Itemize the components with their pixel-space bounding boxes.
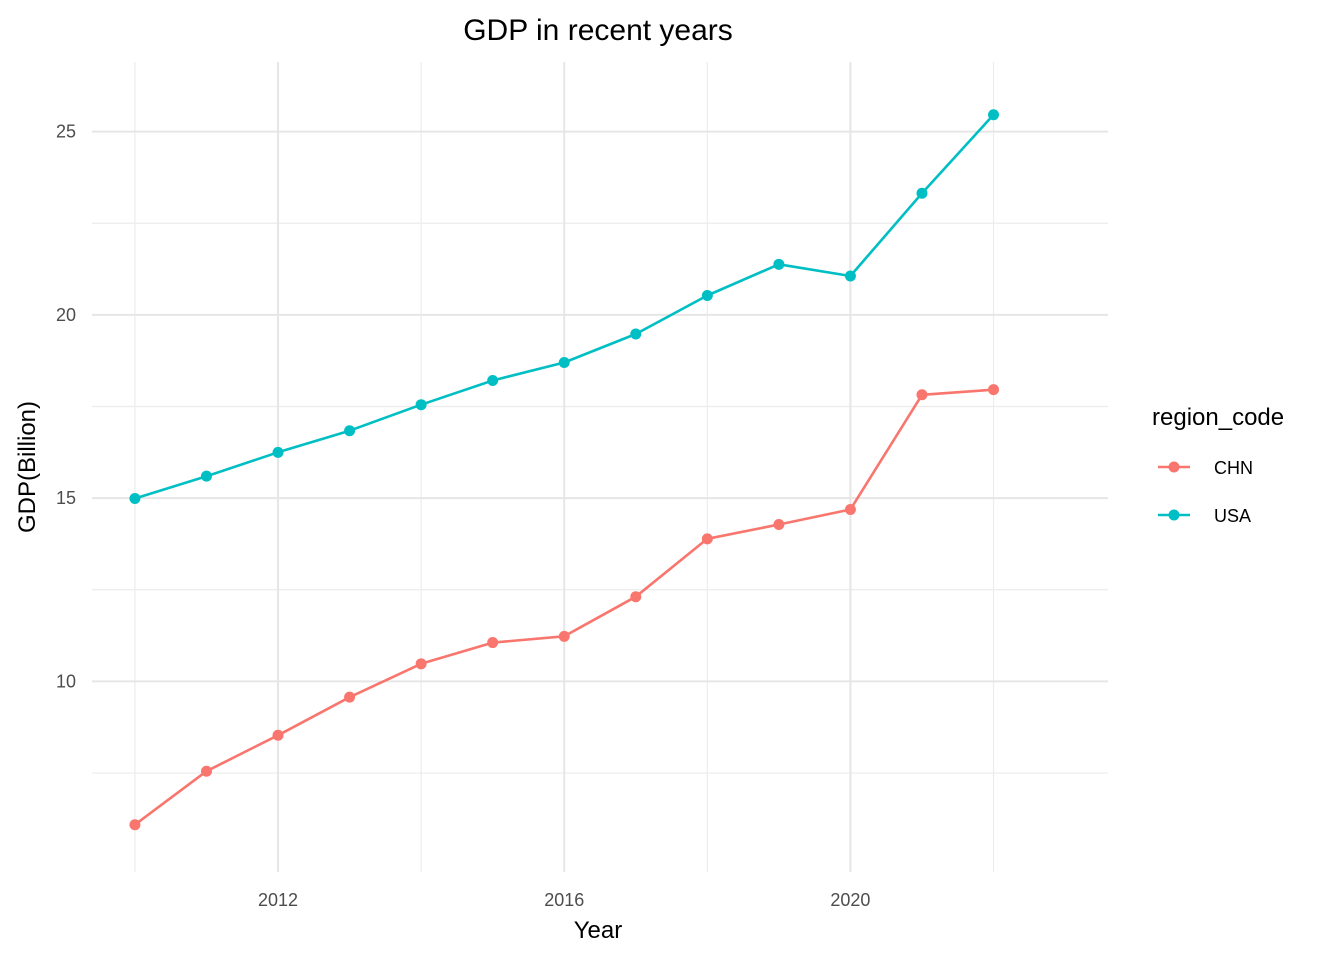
y-tick-label: 15 bbox=[56, 488, 76, 508]
legend-label: USA bbox=[1214, 506, 1251, 526]
data-point-usa bbox=[487, 375, 499, 387]
data-point-chn bbox=[701, 533, 713, 545]
grid-minor-lines bbox=[92, 62, 1108, 872]
legend-entry-usa: USA bbox=[1158, 506, 1251, 526]
data-point-chn bbox=[129, 819, 141, 831]
x-axis-title: Year bbox=[574, 917, 623, 944]
x-tick-label: 2012 bbox=[258, 890, 298, 910]
data-point-chn bbox=[487, 637, 499, 649]
legend-keys: CHN USA bbox=[1158, 458, 1253, 526]
data-point-usa bbox=[773, 258, 785, 270]
grid-major-lines bbox=[92, 62, 1108, 872]
series-chn bbox=[129, 384, 1000, 831]
data-point-usa bbox=[701, 289, 713, 301]
legend-title: region_code bbox=[1152, 404, 1284, 431]
data-point-usa bbox=[630, 328, 642, 340]
series-layer bbox=[129, 109, 1000, 831]
y-axis-title: GDP(Billion) bbox=[14, 401, 41, 533]
series-usa bbox=[129, 109, 1000, 505]
data-point-usa bbox=[415, 399, 427, 411]
data-point-chn bbox=[558, 630, 570, 642]
data-point-usa bbox=[558, 357, 570, 369]
x-tick-label: 2020 bbox=[830, 890, 870, 910]
data-point-chn bbox=[916, 389, 928, 401]
legend-key-point bbox=[1168, 509, 1180, 521]
legend-label: CHN bbox=[1214, 458, 1253, 478]
data-point-usa bbox=[988, 109, 1000, 121]
y-tick-label: 10 bbox=[56, 671, 76, 691]
data-point-chn bbox=[344, 691, 356, 703]
y-axis-tick-labels: 10 15 20 25 bbox=[56, 122, 76, 692]
x-tick-label: 2016 bbox=[544, 890, 584, 910]
data-point-usa bbox=[272, 446, 284, 458]
x-axis-tick-labels: 2012 2016 2020 bbox=[258, 890, 870, 910]
legend-entry-chn: CHN bbox=[1158, 458, 1253, 478]
data-point-chn bbox=[630, 591, 642, 603]
data-point-chn bbox=[773, 519, 785, 531]
data-point-chn bbox=[988, 384, 1000, 396]
data-point-chn bbox=[272, 729, 284, 741]
data-point-usa bbox=[129, 493, 141, 505]
legend-key-point bbox=[1168, 461, 1180, 473]
y-tick-label: 25 bbox=[56, 122, 76, 142]
data-point-chn bbox=[200, 765, 212, 777]
data-point-usa bbox=[916, 187, 928, 199]
data-point-usa bbox=[200, 470, 212, 482]
data-point-chn bbox=[415, 658, 427, 670]
data-point-chn bbox=[844, 504, 856, 516]
y-tick-label: 20 bbox=[56, 305, 76, 325]
chart-title: GDP in recent years bbox=[463, 14, 733, 47]
data-point-usa bbox=[344, 425, 356, 437]
data-point-usa bbox=[844, 270, 856, 282]
legend: region_code CHN USA bbox=[1152, 404, 1284, 526]
